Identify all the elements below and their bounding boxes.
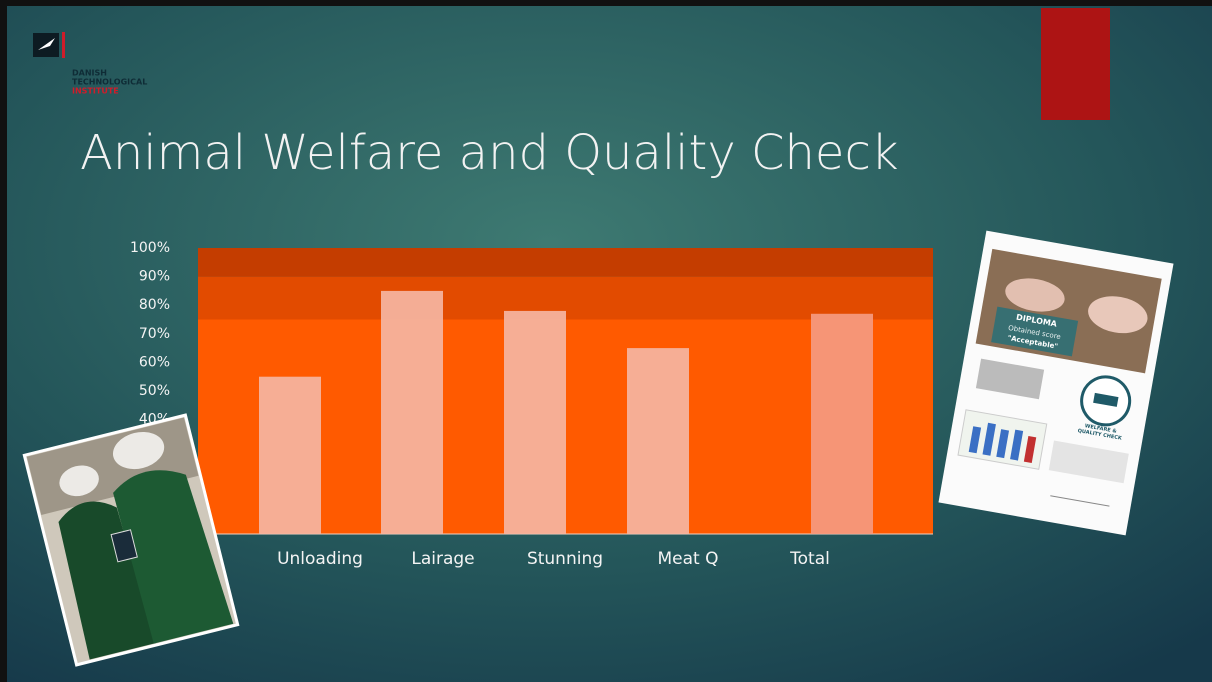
logo-text: TECHNOLOGICAL (72, 78, 147, 87)
bar (259, 377, 321, 534)
accent-block (1041, 8, 1110, 120)
logo-text: DANISH (72, 69, 107, 78)
y-tick-label: 50% (139, 383, 170, 399)
bar (381, 291, 443, 534)
y-tick-label: 90% (139, 269, 170, 285)
chart: 0%10%20%30%40%50%60%70%80%90%100%Unloadi… (130, 240, 933, 569)
y-tick-label: 80% (139, 297, 170, 313)
x-tick-label: Lairage (411, 549, 474, 569)
slide: DANISH TECHNOLOGICAL INSTITUTE Animal We… (0, 0, 1212, 682)
y-tick-label: 100% (130, 240, 170, 256)
logo-bar (62, 32, 65, 58)
x-tick-label: Unloading (277, 549, 363, 569)
zone (198, 248, 933, 277)
slide-title: Animal Welfare and Quality Check (80, 125, 899, 181)
x-tick-label: Meat Q (658, 549, 719, 569)
y-tick-label: 60% (139, 354, 170, 370)
bar (504, 311, 566, 534)
bar (811, 314, 873, 534)
x-tick-label: Total (789, 549, 830, 569)
y-tick-label: 70% (139, 326, 170, 342)
bar (627, 348, 689, 534)
x-tick-label: Stunning (527, 549, 603, 569)
logo-text: INSTITUTE (72, 87, 119, 96)
